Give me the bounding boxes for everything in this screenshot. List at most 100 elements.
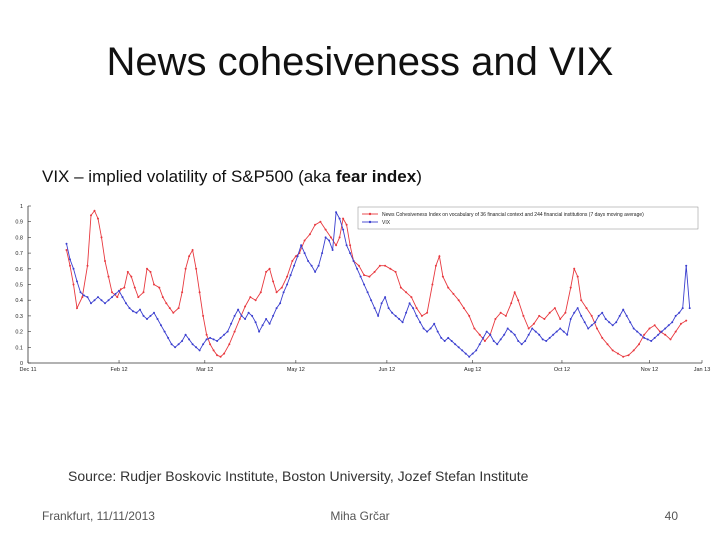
data-point (114, 292, 117, 295)
data-point (188, 255, 191, 258)
data-point (559, 318, 562, 320)
data-point (308, 233, 311, 236)
subtitle-suffix: ) (416, 167, 422, 186)
data-point (468, 355, 471, 358)
data-point (111, 291, 113, 294)
data-point (457, 346, 460, 349)
data-point (639, 333, 642, 336)
data-point (548, 336, 551, 339)
data-point (81, 296, 84, 299)
data-point (272, 280, 275, 283)
y-tick-label: 0.4 (15, 298, 23, 304)
y-tick-label: 0.6 (15, 267, 23, 273)
data-point (146, 318, 148, 320)
data-point (532, 322, 535, 325)
x-tick-label: Dec 11 (19, 367, 36, 373)
data-point (357, 264, 360, 267)
data-point (177, 307, 180, 310)
y-tick-label: 0.2 (15, 330, 23, 336)
data-point (100, 299, 103, 302)
data-point (441, 275, 444, 278)
data-point (319, 220, 322, 223)
data-point (580, 314, 583, 317)
data-point (405, 291, 408, 294)
data-point (294, 255, 297, 258)
data-point (111, 296, 113, 299)
data-point (485, 330, 488, 333)
chart-series-layer (65, 209, 691, 358)
data-point (303, 239, 306, 242)
data-point (429, 327, 432, 330)
data-point (394, 270, 397, 273)
data-point (426, 330, 429, 333)
data-point (212, 338, 215, 341)
y-tick-label: 0.1 (15, 345, 23, 351)
data-point (674, 314, 677, 317)
data-point (384, 296, 387, 299)
legend-marker (368, 220, 372, 224)
data-point (380, 302, 383, 305)
data-point (611, 324, 614, 327)
data-point (202, 314, 205, 317)
data-point (590, 324, 593, 327)
x-tick-label: Oct 12 (554, 367, 570, 373)
data-point (172, 311, 175, 314)
data-point (100, 236, 103, 239)
data-point (335, 244, 338, 247)
subtitle-prefix: VIX – implied volatility of S&P500 (aka (42, 167, 336, 186)
data-point (473, 327, 476, 330)
data-point (492, 340, 495, 342)
data-point (648, 327, 651, 330)
data-point (520, 343, 523, 346)
x-tick-label: Feb 12 (110, 367, 127, 373)
data-point (646, 338, 649, 341)
x-tick-label: Jun 12 (379, 367, 396, 373)
data-point (198, 349, 201, 352)
data-point (366, 291, 369, 294)
data-point (219, 336, 222, 339)
data-point (161, 296, 164, 299)
data-point (638, 343, 640, 346)
data-point (228, 343, 231, 346)
data-point (314, 223, 317, 226)
data-point (209, 343, 212, 346)
data-point (566, 333, 569, 336)
data-point (247, 311, 250, 314)
data-point (517, 299, 520, 302)
data-point (478, 333, 481, 336)
data-point (394, 314, 397, 317)
data-point (125, 302, 127, 305)
data-point (79, 291, 82, 294)
data-point (163, 330, 166, 333)
data-point (244, 318, 247, 320)
data-point (573, 267, 576, 270)
footer-page-number: 40 (664, 509, 678, 523)
data-point (244, 305, 247, 308)
data-point (522, 314, 525, 317)
data-point (513, 291, 516, 294)
data-point (97, 217, 99, 220)
data-point (107, 275, 110, 278)
data-point (342, 228, 345, 231)
data-point (156, 318, 159, 320)
vix-cohesiveness-chart: 0 0.1 0.2 0.3 0.4 0.5 0.6 0.7 0.8 0.9 1 Dec 11 Feb 1… (15, 204, 710, 373)
data-point (562, 330, 565, 333)
data-point (307, 260, 310, 262)
y-tick-label: 0.3 (15, 314, 23, 320)
data-point (121, 296, 124, 299)
data-point (272, 314, 275, 317)
data-point (436, 330, 439, 333)
data-point (342, 217, 345, 220)
data-point (611, 349, 614, 352)
slide-title: News cohesiveness and VIX (106, 40, 614, 84)
y-tick-label: 0.9 (15, 220, 23, 226)
data-point (174, 346, 177, 349)
data-point (674, 330, 677, 333)
series-cohesiveness-line (66, 209, 687, 358)
data-point (188, 338, 191, 341)
data-point (541, 338, 544, 341)
data-point (499, 311, 502, 314)
data-point (625, 314, 628, 317)
data-point (576, 307, 579, 310)
data-point (72, 267, 75, 270)
